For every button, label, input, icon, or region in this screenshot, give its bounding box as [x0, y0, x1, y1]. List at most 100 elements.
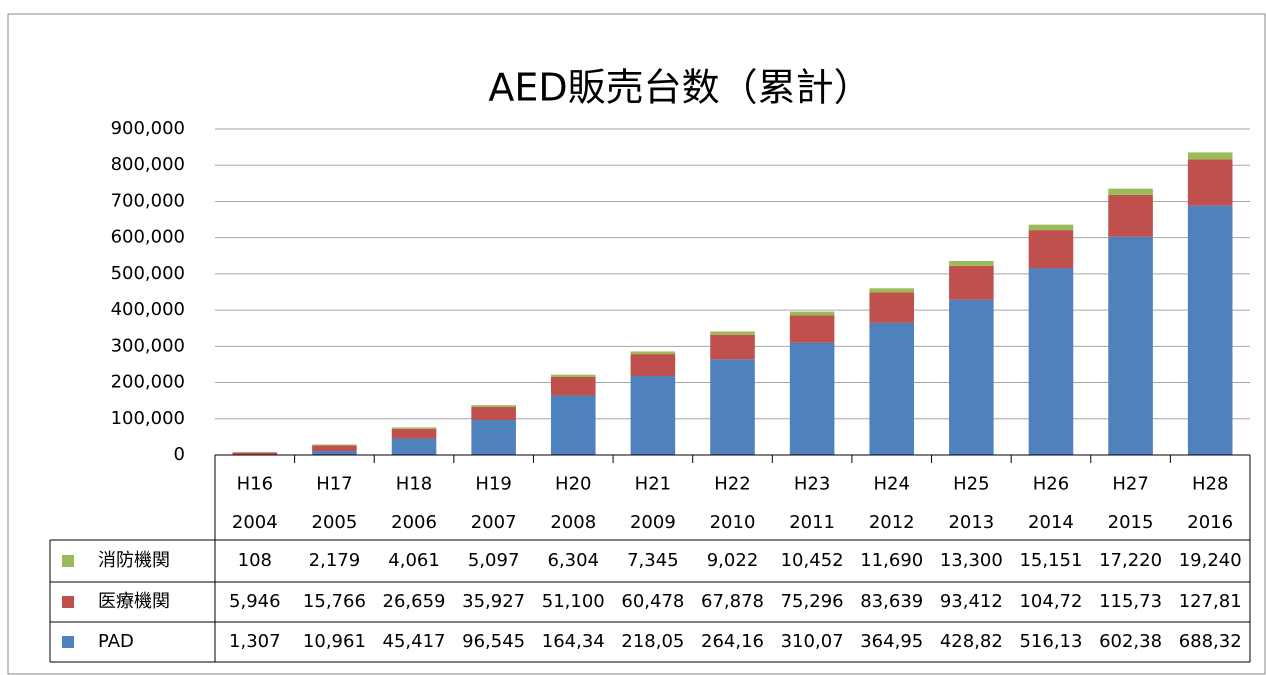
bar	[1187, 205, 1233, 455]
bar	[869, 322, 915, 455]
bar	[789, 315, 835, 343]
x-tick-label: 2016	[1187, 512, 1233, 533]
x-tick-label: H19	[475, 474, 511, 495]
y-tick-label: 600,000	[111, 227, 185, 248]
table-value: 127,81	[1179, 591, 1242, 612]
legend-key	[62, 555, 74, 567]
bar	[789, 311, 835, 316]
bar	[1187, 159, 1233, 206]
legend-key	[62, 596, 74, 608]
bar	[630, 376, 676, 455]
legend-label: 消防機関	[98, 550, 170, 571]
table-value: 5,946	[229, 591, 281, 612]
bar	[1187, 152, 1233, 160]
y-tick-label: 500,000	[111, 263, 185, 284]
x-tick-label: H25	[953, 474, 989, 495]
bar	[710, 359, 755, 455]
table-value: 364,95	[860, 631, 923, 652]
bar	[232, 452, 278, 455]
table-value: 11,690	[860, 550, 923, 571]
table-value: 45,417	[383, 631, 446, 652]
table-value: 108	[238, 550, 272, 571]
bar	[869, 292, 915, 323]
table-value: 5,097	[468, 550, 520, 571]
table-value: 516,13	[1019, 631, 1082, 652]
table-value: 83,639	[860, 591, 923, 612]
bar	[312, 445, 357, 452]
legend-label: 医療機関	[98, 591, 170, 612]
bar	[949, 299, 994, 455]
table-value: 7,345	[627, 550, 679, 571]
table-value: 218,05	[621, 631, 684, 652]
table-value: 13,300	[940, 550, 1003, 571]
table-value: 164,34	[542, 631, 605, 652]
table-value: 4,061	[388, 550, 440, 571]
table-value: 93,412	[940, 591, 1003, 612]
bar	[789, 342, 835, 455]
x-tick-label: H22	[714, 474, 750, 495]
chart-frame	[7, 13, 1266, 675]
x-tick-label: H16	[237, 474, 273, 495]
x-tick-label: H20	[555, 474, 591, 495]
bar	[391, 438, 437, 455]
y-tick-label: 0	[174, 444, 185, 465]
bar	[1108, 188, 1153, 195]
bar	[1108, 236, 1153, 455]
legend-label: PAD	[98, 631, 134, 652]
x-tick-label: 2007	[471, 512, 517, 533]
x-tick-label: 2011	[789, 512, 835, 533]
y-tick-label: 800,000	[111, 154, 185, 175]
x-tick-label: 2005	[312, 512, 358, 533]
table-value: 9,022	[707, 550, 759, 571]
table-value: 2,179	[309, 550, 361, 571]
bar	[312, 451, 357, 455]
bar	[869, 288, 915, 293]
bar	[471, 405, 516, 408]
y-tick-label: 300,000	[111, 335, 185, 356]
bar	[550, 376, 596, 396]
bar	[312, 444, 357, 446]
x-tick-label: 2013	[948, 512, 994, 533]
x-tick-label: 2015	[1108, 512, 1154, 533]
table-value: 19,240	[1179, 550, 1242, 571]
table-value: 75,296	[781, 591, 844, 612]
y-tick-label: 200,000	[111, 372, 185, 393]
table-value: 96,545	[462, 631, 525, 652]
x-tick-label: 2006	[391, 512, 437, 533]
chart-title: AED販売台数（累計）	[488, 66, 871, 110]
table-value: 6,304	[548, 550, 600, 571]
bar	[1108, 194, 1153, 237]
x-tick-label: H17	[316, 474, 352, 495]
table-value: 15,151	[1019, 550, 1082, 571]
x-tick-label: 2004	[232, 512, 278, 533]
y-tick-label: 100,000	[111, 408, 185, 429]
table-value: 115,73	[1099, 591, 1162, 612]
x-tick-label: H27	[1112, 474, 1148, 495]
bar	[391, 428, 437, 439]
bar	[630, 354, 676, 377]
x-tick-label: 2014	[1028, 512, 1074, 533]
bar	[471, 420, 516, 455]
x-tick-label: 2012	[869, 512, 915, 533]
bar	[710, 334, 755, 360]
table-value: 310,07	[781, 631, 844, 652]
y-tick-label: 900,000	[111, 118, 185, 139]
y-tick-label: 400,000	[111, 299, 185, 320]
bar	[1028, 224, 1074, 231]
table-value: 35,927	[462, 591, 525, 612]
bar	[1028, 230, 1074, 269]
table-value: 10,452	[781, 550, 844, 571]
bar	[471, 407, 516, 421]
x-tick-label: H24	[874, 474, 910, 495]
x-tick-label: H18	[396, 474, 432, 495]
bar	[949, 265, 994, 300]
bar	[949, 261, 994, 266]
table-value: 67,878	[701, 591, 764, 612]
table-value: 26,659	[383, 591, 446, 612]
table-value: 688,32	[1179, 631, 1242, 652]
table-value: 264,16	[701, 631, 764, 652]
y-tick-label: 700,000	[111, 190, 185, 211]
x-tick-label: H23	[794, 474, 830, 495]
table-value: 60,478	[621, 591, 684, 612]
